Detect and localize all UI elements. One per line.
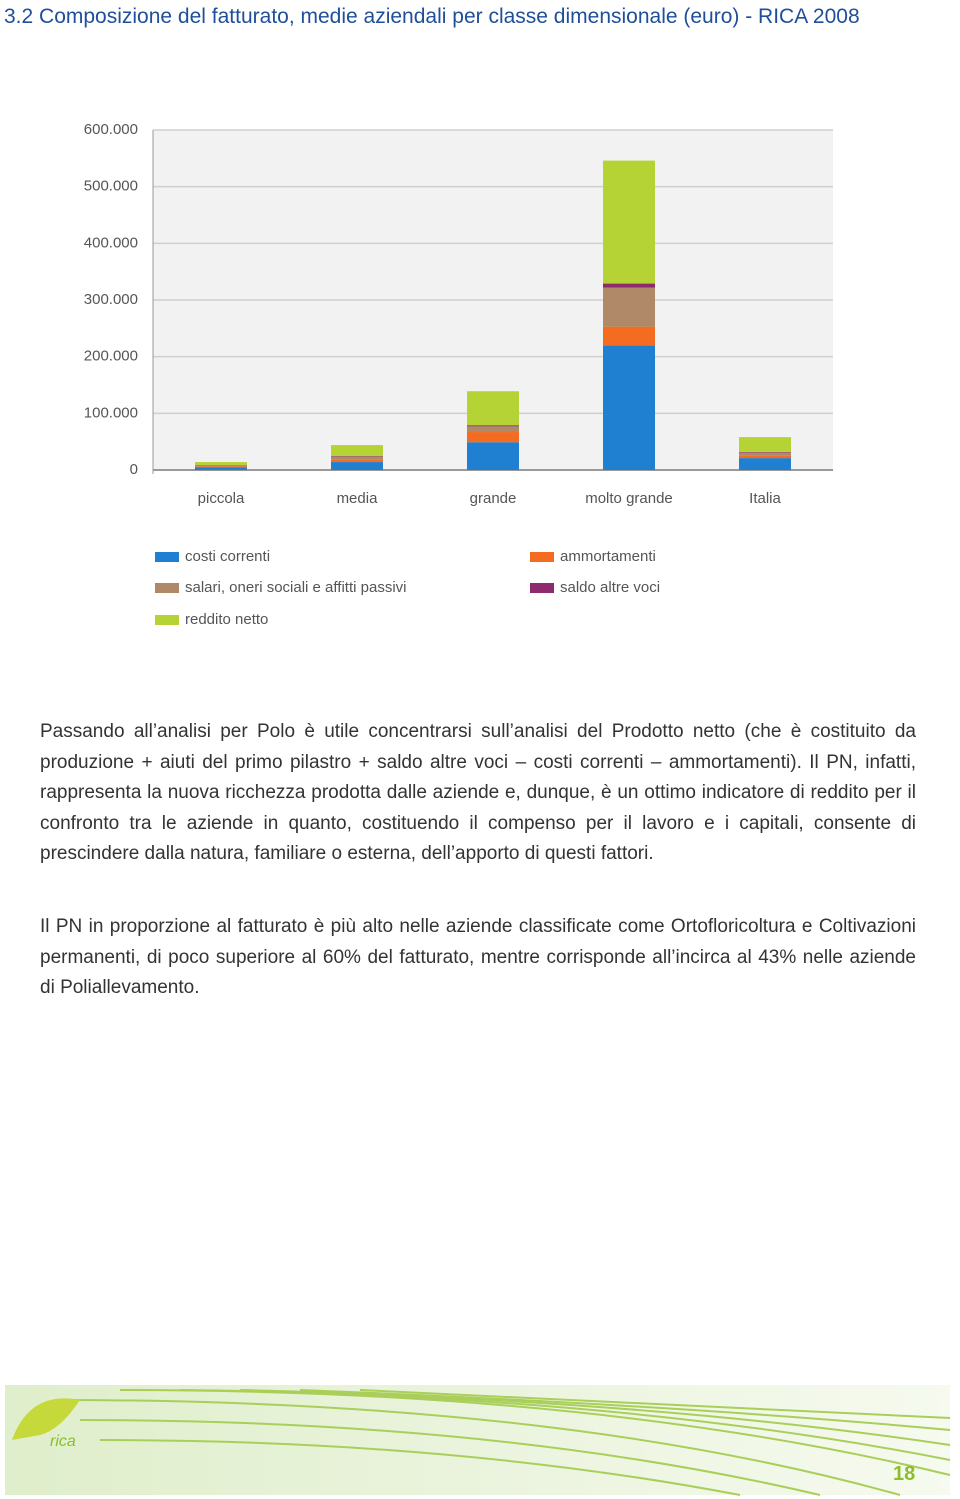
y-tick-label: 300.000 [84, 291, 138, 308]
chart: 0 100.000 200.000 300.000 400.000 500.000 600.… [84, 121, 833, 628]
bar-segment [195, 462, 247, 465]
bar-segment [195, 465, 247, 467]
x-tick-label: grande [470, 490, 517, 507]
legend-label: reddito netto [185, 611, 268, 628]
bar-segment [331, 445, 383, 456]
bar-segment [467, 391, 519, 426]
heading: 3.2 Composizione del fatturato, medie az… [4, 5, 860, 28]
legend-swatch [155, 552, 179, 562]
legend-swatch [155, 615, 179, 625]
bar-segment [467, 432, 519, 443]
bar-segment [331, 456, 383, 460]
y-tick-label: 600.000 [84, 121, 138, 138]
logo-leaf [12, 1398, 80, 1440]
y-tick-label: 400.000 [84, 234, 138, 251]
legend-label: salari, oneri sociali e affitti passivi [185, 579, 406, 596]
legend-swatch [530, 583, 554, 593]
bar-segment [739, 458, 791, 470]
paragraph: Il PN in proporzione al fatturato è più … [40, 916, 916, 998]
footer-arcs [59, 1389, 951, 1496]
bar-segment [739, 455, 791, 459]
y-tick-label: 200.000 [84, 348, 138, 365]
bar-segment [331, 459, 383, 463]
legend-label: costi correnti [185, 548, 270, 565]
bar-segment [467, 426, 519, 433]
legend-label: ammortamenti [560, 548, 656, 565]
legend-label: saldo altre voci [560, 579, 660, 596]
page-number: 18 [893, 1463, 916, 1485]
bar-segment [195, 466, 247, 468]
x-tick-label: media [337, 490, 379, 507]
y-tick-label: 100.000 [84, 404, 138, 421]
paragraph: Passando all’analisi per Polo è utile co… [40, 721, 916, 864]
x-tick-label: molto grande [585, 490, 673, 507]
logo-text: rica [50, 1433, 76, 1450]
bar-segment [467, 442, 519, 470]
y-tick-label: 0 [130, 461, 138, 478]
bar-segment [467, 425, 519, 427]
bar-segment [739, 452, 791, 456]
bar-segment [331, 455, 383, 457]
footer-band: rica [5, 1385, 951, 1496]
x-tick-label: Italia [749, 490, 781, 507]
bar-segment [603, 345, 655, 470]
legend-swatch [530, 552, 554, 562]
bar-segment [195, 467, 247, 470]
bar-segment [603, 326, 655, 346]
legend-swatch [155, 583, 179, 593]
bar-segment [603, 287, 655, 327]
x-tick-label: piccola [198, 490, 245, 507]
bar-segment [603, 283, 655, 288]
y-tick-label: 500.000 [84, 178, 138, 195]
bar-segment [331, 462, 383, 470]
bar-segment [603, 160, 655, 284]
bar-segment [739, 451, 791, 453]
bar-segment [739, 437, 791, 452]
